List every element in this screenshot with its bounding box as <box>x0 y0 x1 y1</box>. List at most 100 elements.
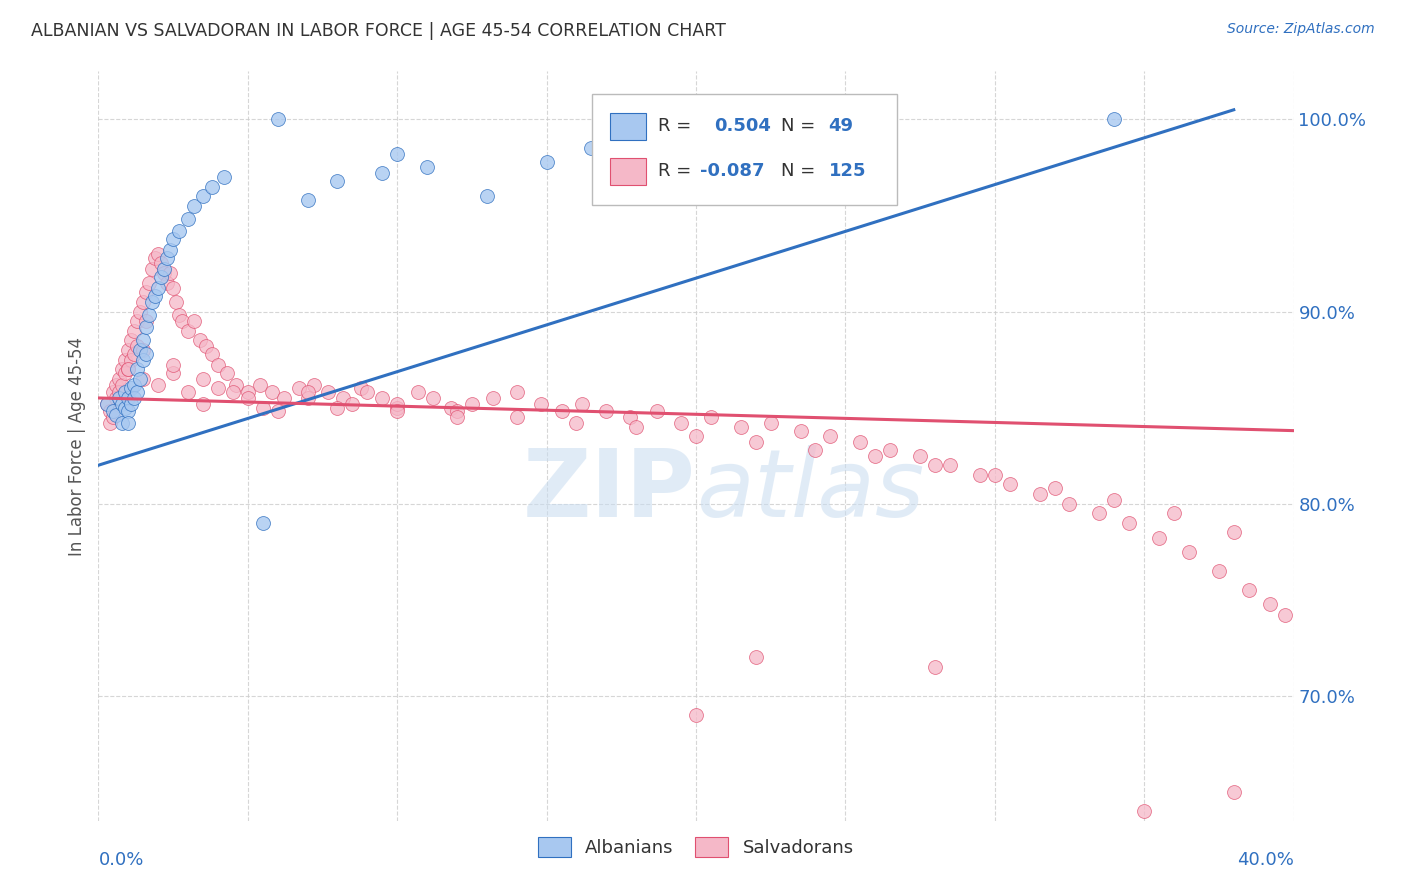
Point <box>260 385 283 400</box>
Point <box>143 289 166 303</box>
Point <box>969 467 991 482</box>
FancyBboxPatch shape <box>610 158 645 185</box>
FancyBboxPatch shape <box>592 94 897 205</box>
Point <box>177 385 200 400</box>
Point <box>129 304 152 318</box>
Point <box>132 343 155 357</box>
Point <box>1118 516 1140 530</box>
Point <box>789 424 811 438</box>
Point <box>820 429 842 443</box>
Text: 49: 49 <box>828 117 853 135</box>
Point <box>114 401 136 415</box>
Point <box>440 401 463 415</box>
Point <box>162 366 184 380</box>
Point <box>124 391 146 405</box>
Point <box>191 397 214 411</box>
Point <box>406 385 429 400</box>
Point <box>939 458 962 473</box>
Point <box>148 377 170 392</box>
Point <box>297 385 319 400</box>
Point <box>108 391 131 405</box>
Text: N =: N = <box>780 117 821 135</box>
Point <box>1133 804 1156 818</box>
Point <box>132 334 155 348</box>
Point <box>141 262 163 277</box>
Point <box>865 449 887 463</box>
Point <box>114 366 136 380</box>
Point <box>150 256 173 270</box>
Point <box>506 385 529 400</box>
Point <box>446 410 468 425</box>
Point <box>135 319 157 334</box>
Point <box>135 285 157 300</box>
Point <box>124 377 146 392</box>
Point <box>153 266 176 280</box>
FancyBboxPatch shape <box>610 112 645 139</box>
Point <box>745 650 768 665</box>
Point <box>225 377 247 392</box>
Point <box>626 419 648 434</box>
Point <box>1088 506 1111 520</box>
Point <box>385 401 409 415</box>
Point <box>685 429 707 443</box>
Point <box>105 409 128 423</box>
Point <box>252 401 274 415</box>
Point <box>201 347 224 361</box>
Point <box>297 391 319 405</box>
Text: R =: R = <box>658 162 697 180</box>
Point <box>1147 531 1170 545</box>
Point <box>422 391 444 405</box>
Point <box>156 251 179 265</box>
Point <box>111 377 134 392</box>
Point <box>700 410 723 425</box>
Point <box>236 391 259 405</box>
Point <box>371 391 394 405</box>
Point <box>550 404 572 418</box>
Point <box>287 381 309 395</box>
Point <box>153 262 176 277</box>
Point <box>124 324 146 338</box>
Point <box>1178 544 1201 558</box>
Point <box>530 397 553 411</box>
Point <box>120 397 142 411</box>
Point <box>879 442 901 457</box>
Point <box>482 391 505 405</box>
Point <box>201 179 224 194</box>
Point <box>148 281 170 295</box>
Point <box>159 266 181 280</box>
Text: ZIP: ZIP <box>523 445 696 537</box>
Point <box>120 352 142 367</box>
Point <box>117 404 139 418</box>
Point <box>385 147 409 161</box>
Point <box>267 404 290 418</box>
Point <box>127 314 149 328</box>
Point <box>446 404 468 418</box>
Point <box>849 435 872 450</box>
Point <box>908 449 931 463</box>
Point <box>159 243 181 257</box>
Legend: Albanians, Salvadorans: Albanians, Salvadorans <box>531 830 860 864</box>
Text: 0.504: 0.504 <box>714 117 770 135</box>
Point <box>745 435 768 450</box>
Point <box>103 404 125 418</box>
Point <box>96 397 118 411</box>
Point <box>135 347 157 361</box>
Point <box>685 708 707 723</box>
Point <box>804 442 827 457</box>
Point <box>730 419 752 434</box>
Point <box>162 231 184 245</box>
Point <box>326 174 349 188</box>
Point <box>120 334 142 348</box>
Point <box>461 397 484 411</box>
Point <box>536 154 558 169</box>
Point <box>581 141 603 155</box>
Point <box>150 269 173 284</box>
Text: atlas: atlas <box>696 445 924 536</box>
Point <box>267 112 290 127</box>
Point <box>114 352 136 367</box>
Point <box>619 410 641 425</box>
Point <box>191 372 214 386</box>
Point <box>156 276 179 290</box>
Point <box>162 359 184 373</box>
Point <box>249 377 271 392</box>
